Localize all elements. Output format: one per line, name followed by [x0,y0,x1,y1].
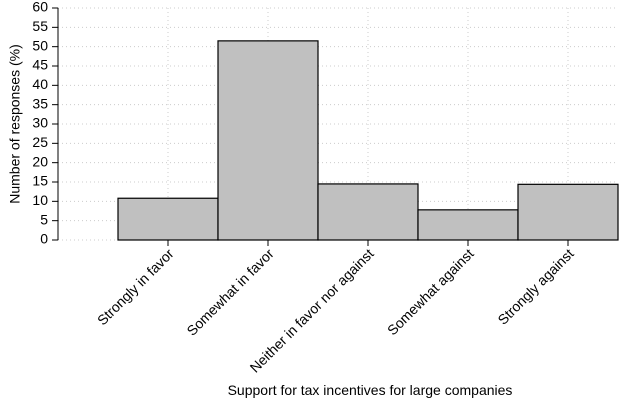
x-tick-label: Somewhat in favor [183,245,277,339]
y-tick-label: 45 [32,57,48,73]
y-tick-label: 25 [32,134,48,150]
x-tick-label: Strongly against [494,245,576,327]
y-tick-label: 0 [40,231,48,247]
y-axis-label: Number of responses (%) [7,44,23,204]
y-tick-label: 50 [32,37,48,53]
x-tick-label: Somewhat against [384,245,477,338]
y-tick-label: 60 [32,0,48,15]
y-tick-label: 35 [32,95,48,111]
y-tick-label: 10 [32,192,48,208]
y-tick-label: 15 [32,173,48,189]
y-tick-label: 40 [32,76,48,92]
bar [217,40,319,241]
bar [317,183,419,241]
x-tick-label: Strongly in favor [94,245,177,328]
y-tick-label: 5 [40,211,48,227]
bar [517,183,619,241]
x-axis-label: Support for tax incentives for large com… [228,382,513,398]
bar [417,209,519,241]
y-tick-label: 20 [32,153,48,169]
y-tick-label: 30 [32,115,48,131]
y-tick-label: 55 [32,18,48,34]
bar [117,197,219,241]
